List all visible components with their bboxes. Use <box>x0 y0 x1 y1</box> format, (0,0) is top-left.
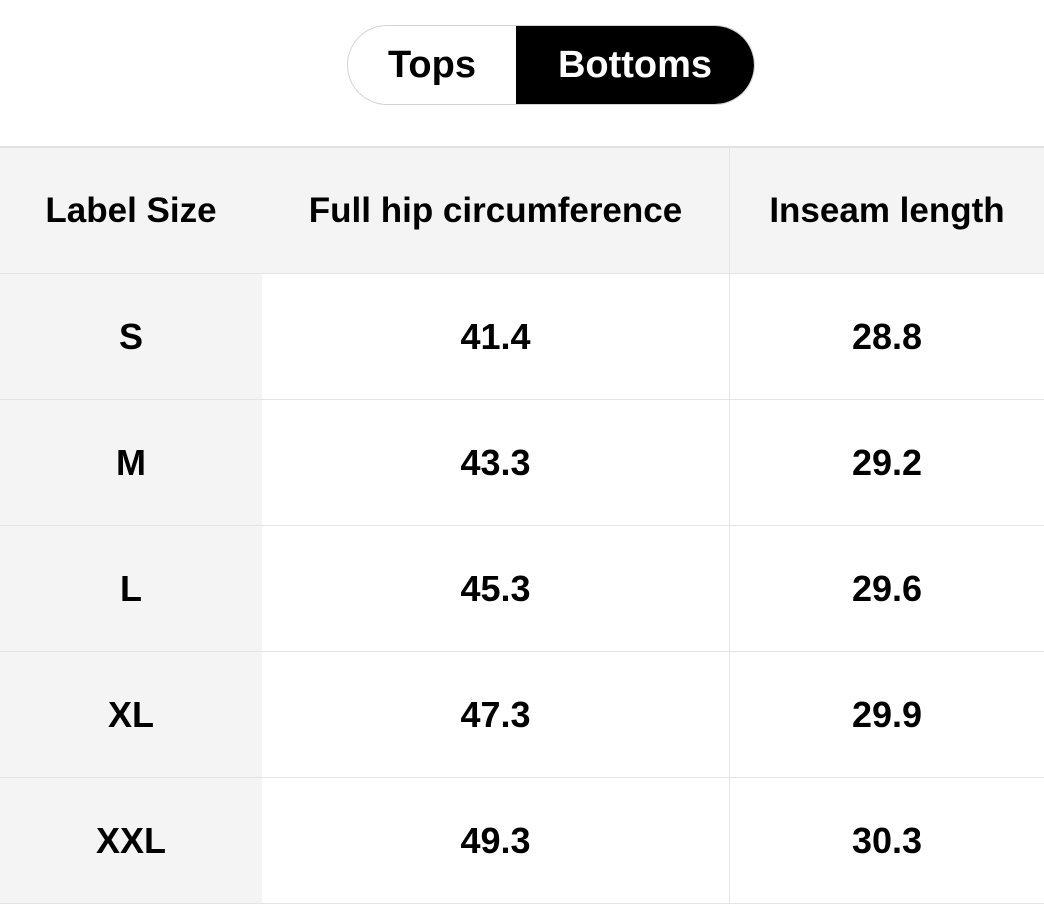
size-label: M <box>0 400 262 525</box>
tab-button[interactable]: Bottoms <box>516 26 754 104</box>
table-row: XL 47.3 29.9 <box>0 652 1044 778</box>
measurement: 29.9 <box>851 693 923 735</box>
size-table: Label Size Full hip circumference Inseam l… <box>0 146 1044 904</box>
measurement: 49.3 <box>262 778 730 903</box>
measurement: 43.3 <box>262 400 730 525</box>
measurement: 29.2 <box>851 441 923 483</box>
size-label: XXL <box>0 778 262 903</box>
header-row: Label Size Full hip circumference Inseam l… <box>0 148 1044 274</box>
size-label: L <box>0 526 262 651</box>
table-row: S 41.4 28.8 <box>0 274 1044 400</box>
table-row: M 43.3 29.2 <box>0 400 1044 526</box>
measurement: 45.3 <box>262 526 730 651</box>
size-label: S <box>0 274 262 399</box>
header-cell: Inseam length <box>730 148 1044 273</box>
measurement: 47.3 <box>262 652 730 777</box>
size-toggle: Tops Bottoms <box>347 25 755 105</box>
table-row: L 45.3 29.6 <box>0 526 1044 652</box>
table-row: XXL 49.3 30.3 <box>0 778 1044 904</box>
measurement: 41.4 <box>262 274 730 399</box>
size-label: XL <box>0 652 262 777</box>
measurement: 28.8 <box>851 315 923 357</box>
tab-button[interactable]: Tops <box>388 43 476 86</box>
header-cell: Label Size <box>0 148 262 273</box>
measurement: 30.3 <box>851 819 923 861</box>
header-cell: Full hip circumference <box>262 148 730 273</box>
measurement: 29.6 <box>851 567 923 609</box>
